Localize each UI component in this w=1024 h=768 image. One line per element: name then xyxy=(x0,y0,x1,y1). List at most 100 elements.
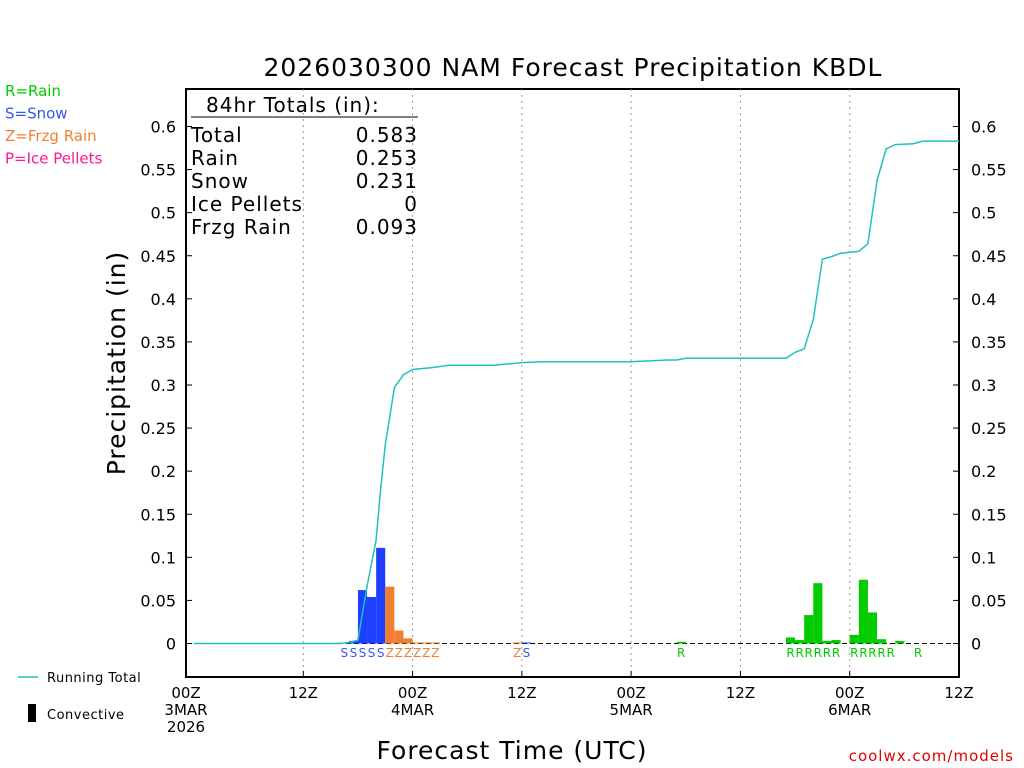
totals-row-value: 0.253 xyxy=(356,146,418,170)
precip-bar xyxy=(831,640,841,644)
x-tick-label: 6MAR xyxy=(828,701,871,719)
x-tick-label: 12Z xyxy=(507,684,536,702)
y-tick-label: 0.2 xyxy=(151,462,176,481)
precip-type-label: R xyxy=(859,646,867,660)
legend-entry: P=Ice Pellets xyxy=(5,150,102,168)
y-tick-label: 0.1 xyxy=(151,548,176,567)
x-tick-label: 2026 xyxy=(167,718,205,736)
y-tick-label: 0.55 xyxy=(971,161,1007,180)
totals-row-label: Ice Pellets xyxy=(191,192,303,216)
precip-bar xyxy=(394,630,404,644)
precip-bar xyxy=(858,579,868,644)
running-total-line xyxy=(194,140,959,645)
precip-bar xyxy=(877,639,887,644)
precip-type-label: S xyxy=(350,646,358,660)
precip-bar xyxy=(785,637,796,644)
x-tick-label: 12Z xyxy=(726,684,755,702)
precip-bar xyxy=(804,615,814,644)
y-tick-label: 0.4 xyxy=(971,290,996,309)
totals-row-value: 0.583 xyxy=(356,123,418,147)
site-credit: coolwx.com/models xyxy=(849,747,1014,765)
precip-type-label: R xyxy=(832,646,840,660)
totals-row-label: Snow xyxy=(191,169,249,193)
precip-type-label: R xyxy=(850,646,858,660)
y-tick-label: 0.3 xyxy=(971,376,996,395)
totals-row-label: Total xyxy=(190,123,243,147)
precip-bar xyxy=(521,642,531,644)
precip-bar xyxy=(385,586,395,644)
precip-type-label: R xyxy=(786,646,794,660)
running-total-legend-label: Running Total xyxy=(47,671,141,686)
legend-entry: S=Snow xyxy=(5,105,68,123)
x-tick-label: 3MAR xyxy=(164,701,207,719)
y-tick-label: 0.25 xyxy=(140,419,176,438)
precip-bar xyxy=(376,547,386,644)
chart-title: 2026030300 NAM Forecast Precipitation KB… xyxy=(264,53,883,82)
precip-type-label: R xyxy=(823,646,831,660)
legend-entry: R=Rain xyxy=(5,82,61,100)
y-tick-label: 0 xyxy=(971,635,981,654)
y-tick-label: 0.35 xyxy=(971,333,1007,352)
precip-type-label: Z xyxy=(422,646,430,660)
grid-lines xyxy=(302,89,851,677)
x-tick-label: 4MAR xyxy=(391,701,434,719)
y-tick-label: 0.05 xyxy=(140,591,176,610)
y-axis-label: Precipitation (in) xyxy=(102,251,131,476)
precip-type-label: S xyxy=(359,646,367,660)
y-tick-label: 0.1 xyxy=(971,548,996,567)
precip-bar xyxy=(512,642,522,644)
totals-row-label: Rain xyxy=(191,146,239,170)
precip-type-label: S xyxy=(340,646,348,660)
plot-frame xyxy=(185,88,960,678)
precip-bar xyxy=(676,641,686,644)
precip-type-label: R xyxy=(795,646,803,660)
precip-bar xyxy=(348,640,358,644)
precip-type-label: S xyxy=(368,646,376,660)
x-tick-label: 00Z xyxy=(398,684,427,702)
precip-bar xyxy=(403,638,413,644)
x-tick-label: 00Z xyxy=(171,684,200,702)
precip-bar xyxy=(822,640,832,644)
precip-type-label: R xyxy=(868,646,876,660)
y-tick-label: 0.6 xyxy=(151,118,176,137)
precip-bars xyxy=(339,547,905,644)
precip-bar xyxy=(412,642,422,644)
precip-type-label: R xyxy=(814,646,822,660)
precip-type-label: Z xyxy=(413,646,421,660)
precip-type-label: R xyxy=(887,646,895,660)
y-tick-label: 0.55 xyxy=(140,161,176,180)
y-tick-label: 0.15 xyxy=(971,505,1007,524)
x-tick-label: 5MAR xyxy=(610,701,653,719)
totals-row-value: 0.093 xyxy=(356,215,418,239)
y-axis-ticks: 0 0 0.05 0.05 0.1 0.1 0.15 0.15 0.2 0.2 0.25 0.25 0.… xyxy=(140,118,1006,654)
totals-box: 84hr Totals (in): Total 0.583 Rain 0.253 Sno… xyxy=(190,93,418,239)
legend-entry: Z=Frzg Rain xyxy=(5,127,97,145)
y-tick-label: 0.5 xyxy=(971,204,996,223)
x-tick-label: 12Z xyxy=(944,684,973,702)
y-tick-label: 0.05 xyxy=(971,591,1007,610)
precip-bar xyxy=(430,642,440,644)
totals-header: 84hr Totals (in): xyxy=(206,93,380,117)
precip-bar xyxy=(813,583,823,644)
y-tick-label: 0.45 xyxy=(140,247,176,266)
precip-bar xyxy=(895,640,905,644)
y-tick-label: 0.15 xyxy=(140,505,176,524)
precip-type-legend: R=Rain S=Snow Z=Frzg Rain P=Ice Pellets xyxy=(5,82,102,168)
precip-type-label: R xyxy=(677,646,685,660)
y-tick-label: 0.5 xyxy=(151,204,176,223)
precip-bar xyxy=(849,634,859,644)
precip-type-label: R xyxy=(877,646,885,660)
precip-type-label: Z xyxy=(404,646,412,660)
precip-type-label: R xyxy=(914,646,922,660)
totals-row-value: 0 xyxy=(404,192,418,216)
precip-type-label: Z xyxy=(431,646,439,660)
precip-type-label: Z xyxy=(395,646,403,660)
y-tick-label: 0.6 xyxy=(971,118,996,137)
precip-type-label: S xyxy=(523,646,531,660)
x-tick-label: 12Z xyxy=(289,684,318,702)
totals-row-value: 0.231 xyxy=(356,169,418,193)
precip-type-label: S xyxy=(377,646,385,660)
